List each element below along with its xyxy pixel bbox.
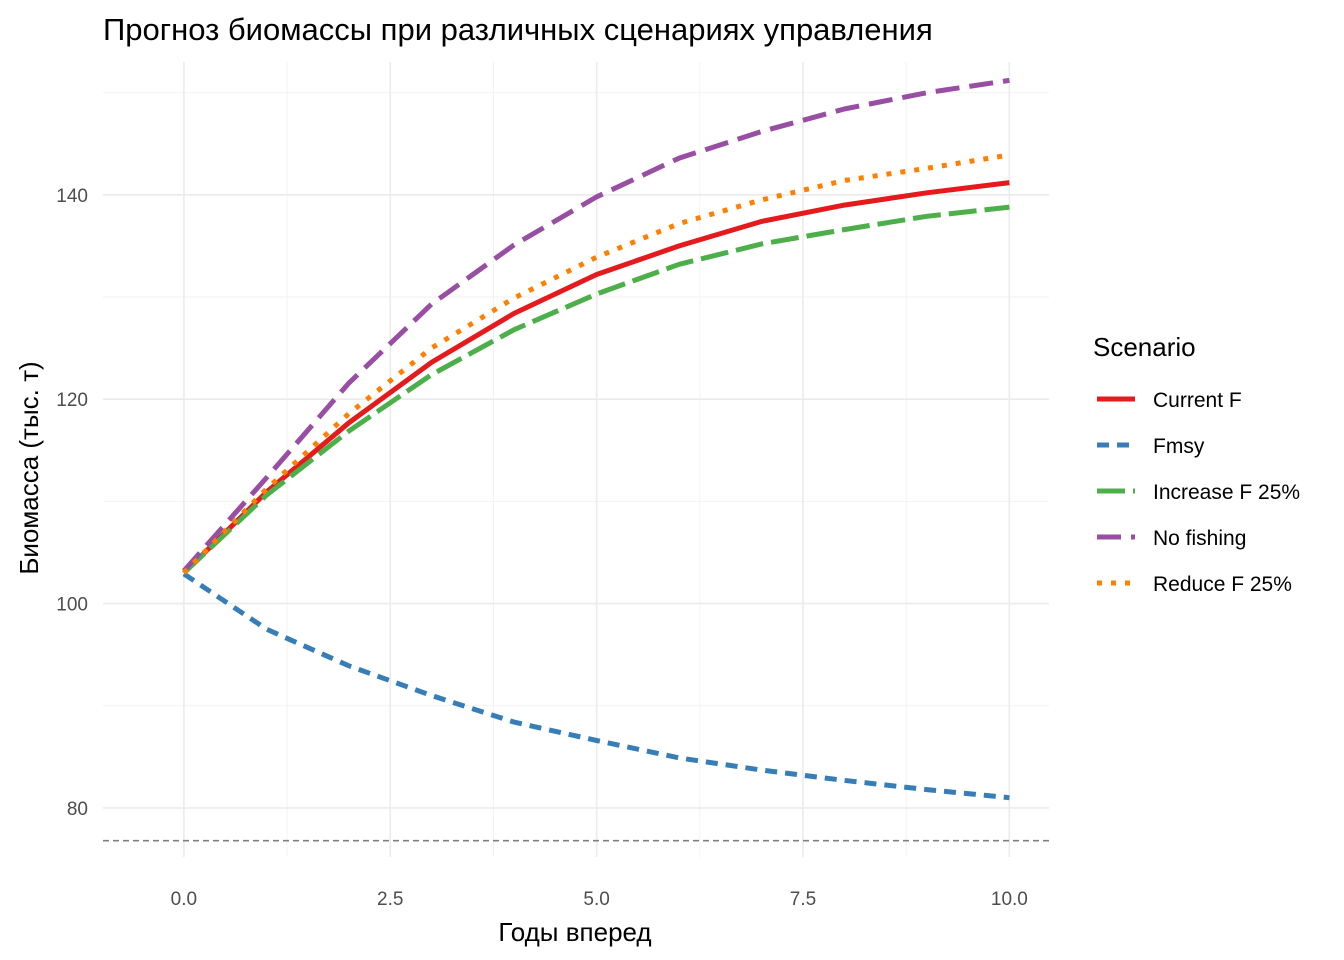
legend-title: Scenario <box>1093 332 1196 362</box>
legend-label: Current F <box>1153 389 1242 412</box>
axis-tick-labels: 0.0 2.5 5.0 7.5 10.0 80 100 120 140 <box>56 186 1028 910</box>
x-tick-label: 0.0 <box>171 889 197 910</box>
legend-label: Increase F 25% <box>1153 481 1300 504</box>
legend-label: No fishing <box>1153 527 1246 550</box>
y-axis-title: Биомасса (тыс. т) <box>14 361 44 574</box>
legend-label: Fmsy <box>1153 435 1205 458</box>
legend-label: Reduce F 25% <box>1153 573 1292 596</box>
y-tick-label: 140 <box>56 186 88 207</box>
chart-title: Прогноз биомассы при различных сценариях… <box>103 12 933 47</box>
x-tick-label: 5.0 <box>583 889 609 910</box>
series-line-fmsy <box>182 571 1010 801</box>
legend-item: Increase F 25% <box>1097 481 1300 504</box>
y-tick-label: 120 <box>56 390 88 411</box>
legend-item: Fmsy <box>1097 435 1205 458</box>
series-line-no-fishing <box>182 77 1010 573</box>
y-tick-label: 80 <box>67 799 88 820</box>
legend-item: Reduce F 25% <box>1097 573 1292 596</box>
legend: Scenario Current F Fmsy Increase F 25% No f… <box>1093 332 1300 596</box>
x-axis-title: Годы вперед <box>498 917 651 947</box>
x-tick-label: 7.5 <box>790 889 816 910</box>
x-tick-label: 2.5 <box>377 889 403 910</box>
legend-item: Current F <box>1097 389 1242 412</box>
series-line-increase-f-25- <box>182 204 1010 575</box>
series-lines <box>182 77 1010 801</box>
series-line-current-f <box>182 180 1010 575</box>
legend-item: No fishing <box>1097 527 1246 550</box>
x-tick-label: 10.0 <box>991 889 1028 910</box>
y-tick-label: 100 <box>56 595 88 616</box>
